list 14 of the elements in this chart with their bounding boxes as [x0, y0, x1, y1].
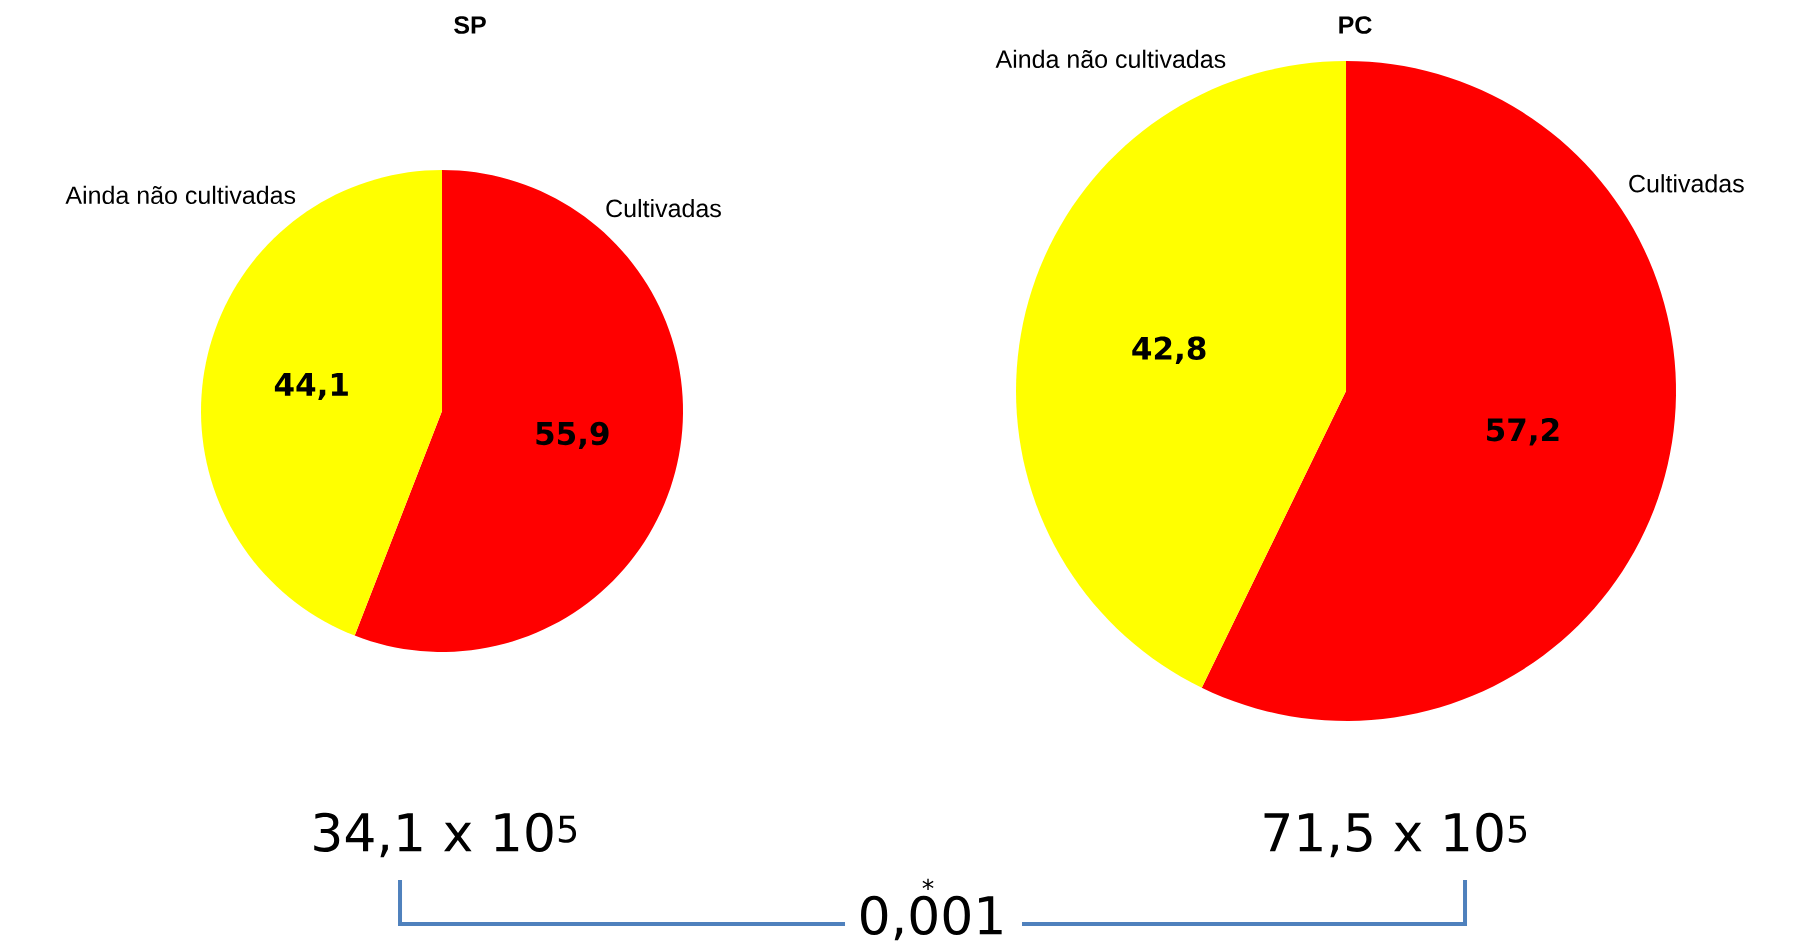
slice-label: Ainda não cultivadas [995, 49, 1226, 69]
slice-label: Cultivadas [606, 198, 721, 218]
slice-label: Ainda não cultivadas [65, 185, 296, 205]
text: * [922, 878, 934, 891]
data-label: 57,2 [1487, 417, 1559, 446]
text: 0,001 [861, 895, 1002, 941]
chart-title: SP [454, 16, 486, 34]
data-label: 42,8 [1132, 336, 1206, 364]
chart-title: PC [1339, 16, 1372, 34]
data-label: 44,1 [274, 373, 348, 401]
text: 34,1 x 10$^{5}$ [314, 812, 577, 858]
slice-label: Cultivadas [1629, 174, 1744, 193]
text: 71,5 x 10$^{5}$ [1264, 812, 1527, 858]
data-label: 55,9 [536, 421, 609, 450]
